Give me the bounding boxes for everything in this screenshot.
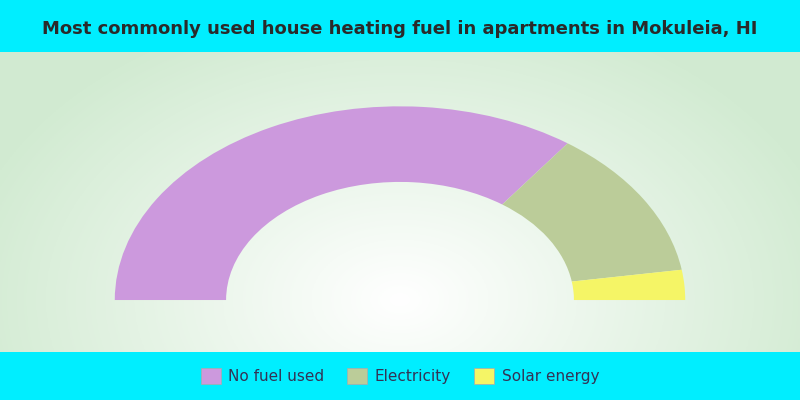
Wedge shape — [114, 106, 568, 300]
Wedge shape — [502, 143, 682, 282]
Legend: No fuel used, Electricity, Solar energy: No fuel used, Electricity, Solar energy — [194, 362, 606, 390]
Text: Most commonly used house heating fuel in apartments in Mokuleia, HI: Most commonly used house heating fuel in… — [42, 20, 758, 38]
Wedge shape — [572, 270, 686, 300]
